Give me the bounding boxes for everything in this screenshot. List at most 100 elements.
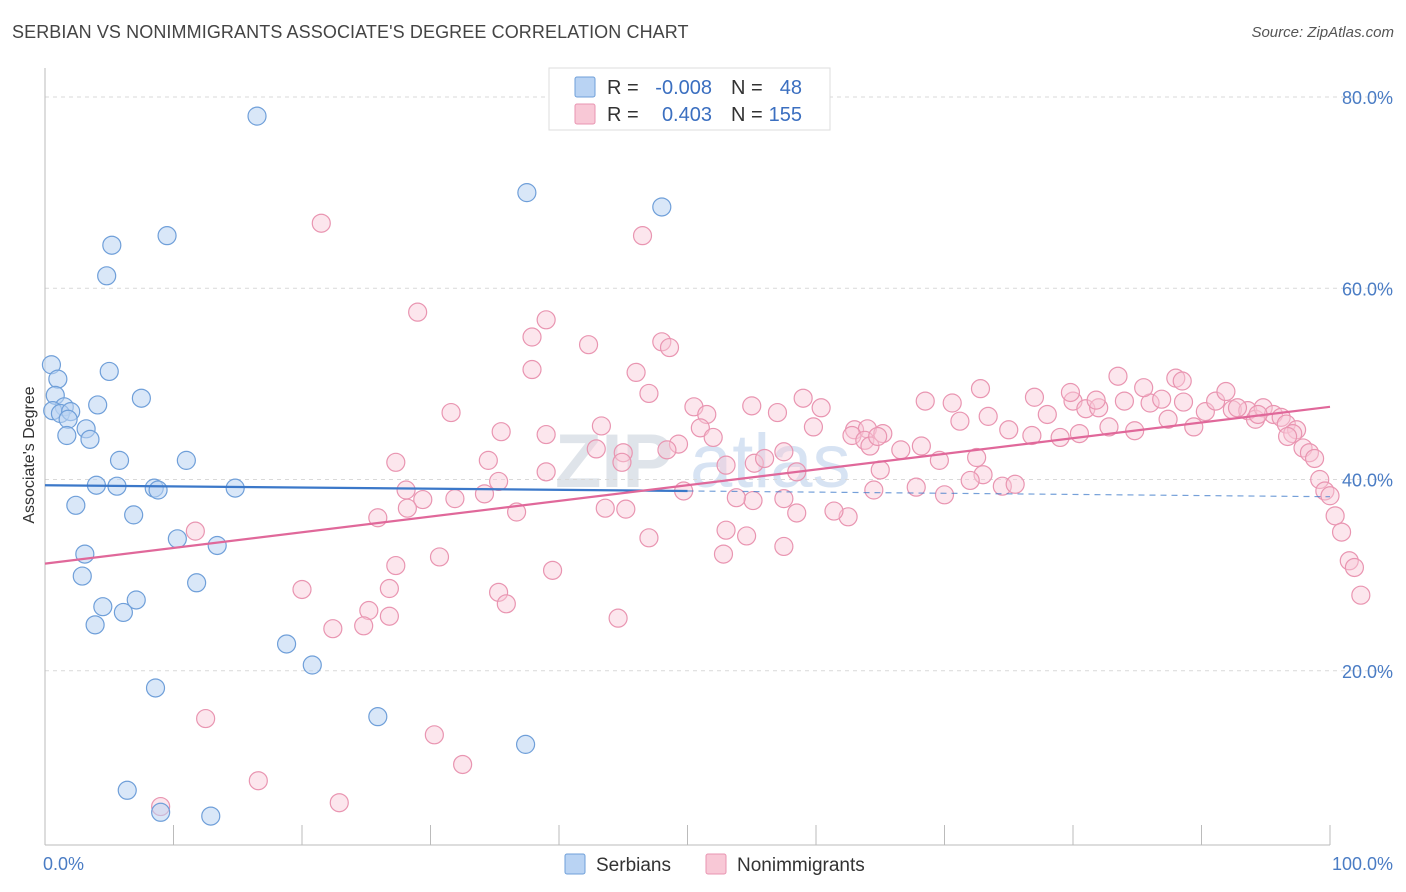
nonimmigrants-point <box>496 594 516 614</box>
serbians-point <box>113 602 133 623</box>
serbians-point <box>148 480 168 500</box>
nonimmigrants-point <box>1114 391 1135 411</box>
nonimmigrants-point <box>915 391 935 411</box>
serbians-point <box>145 678 166 698</box>
nonimmigrants-point <box>1195 402 1215 422</box>
nonimmigrants-point <box>1344 557 1365 578</box>
nonimmigrants-point <box>652 332 672 352</box>
nonimmigrants-point <box>1277 426 1298 447</box>
bottom-legend-label-serbians: Serbians <box>596 855 671 876</box>
x-tick-label-max: 100.0% <box>1332 854 1393 874</box>
nonimmigrants-point <box>612 452 632 472</box>
nonimmigrants-point <box>1099 417 1119 437</box>
nonimmigrants-point <box>864 480 884 500</box>
legend-n-value-serbians: 48 <box>780 77 802 99</box>
serbians-point <box>201 806 221 826</box>
serbians-point <box>126 590 146 610</box>
nonimmigrants-point <box>536 424 556 445</box>
nonimmigrants-point <box>595 498 615 518</box>
bottom-legend-swatch-nonimmigrants <box>705 853 727 875</box>
nonimmigrants-point <box>1060 382 1081 403</box>
nonimmigrants-point <box>522 327 542 347</box>
serbians-point <box>124 505 144 525</box>
nonimmigrants-point <box>292 579 312 600</box>
nonimmigrants-point <box>742 396 762 416</box>
nonimmigrants-point <box>911 436 931 456</box>
serbians-point <box>97 266 117 286</box>
nonimmigrants-point <box>774 442 794 462</box>
serbians-point <box>176 450 196 470</box>
y-tick-labels: 20.0% 40.0% 60.0% 80.0% <box>1342 88 1393 682</box>
nonimmigrants-point <box>1069 424 1090 444</box>
nonimmigrants-point <box>1351 585 1371 605</box>
nonimmigrants-point <box>613 443 633 463</box>
nonimmigrants-points <box>151 213 1371 817</box>
serbians-point <box>88 395 108 415</box>
nonimmigrants-point <box>408 302 428 322</box>
nonimmigrants-point <box>659 337 680 358</box>
nonimmigrants-point <box>323 619 343 639</box>
legend-r-label-nonimmigrants: R = <box>607 104 639 126</box>
series-legend: Serbians Nonimmigrants <box>564 853 865 876</box>
nonimmigrants-point <box>855 430 875 450</box>
nonimmigrants-point <box>478 450 498 470</box>
nonimmigrants-point <box>639 383 659 404</box>
nonimmigrants-point <box>793 388 813 408</box>
serbians-point <box>515 734 536 754</box>
serbians-point <box>48 369 68 389</box>
nonimmigrants-point <box>185 521 205 541</box>
legend-n-value-nonimmigrants: 155 <box>769 104 802 126</box>
serbians-point <box>72 566 92 586</box>
legend-r-value-nonimmigrants: 0.403 <box>662 104 712 126</box>
serbians-point <box>117 780 137 800</box>
nonimmigrants-point <box>591 416 612 436</box>
nonimmigrants-point <box>860 436 880 456</box>
nonimmigrants-point <box>429 547 450 567</box>
nonimmigrants-point <box>396 480 416 500</box>
serbians-trend-extension <box>687 490 1331 498</box>
serbians-point <box>302 655 322 675</box>
nonimmigrants-point <box>1108 366 1128 386</box>
nonimmigrants-point <box>329 793 349 813</box>
nonimmigrants-point <box>906 477 926 497</box>
legend-r-label-serbians: R = <box>607 77 639 99</box>
nonimmigrants-point <box>586 439 606 459</box>
y-axis-label: Associate's Degree <box>21 386 38 523</box>
nonimmigrants-point <box>626 362 646 382</box>
nonimmigrants-point <box>1050 427 1070 448</box>
serbians-point <box>85 615 105 635</box>
chart-title: SERBIAN VS NONIMMIGRANTS ASSOCIATE'S DEG… <box>12 22 689 42</box>
nonimmigrants-point <box>967 447 987 468</box>
nonimmigrants-point <box>716 520 736 540</box>
nonimmigrants-point <box>657 440 677 460</box>
nonimmigrants-point <box>1216 381 1236 402</box>
nonimmigrants-point <box>386 555 406 576</box>
serbians-point <box>276 634 297 654</box>
nonimmigrants-point <box>522 359 542 380</box>
y-tick-label-60: 60.0% <box>1342 279 1393 299</box>
nonimmigrants-point <box>1134 378 1154 398</box>
watermark-atlas: atlas <box>690 419 851 504</box>
nonimmigrants-point <box>873 424 893 444</box>
nonimmigrants-trend-line <box>44 405 1331 565</box>
nonimmigrants-point <box>453 754 473 775</box>
nonimmigrants-point <box>1022 425 1042 446</box>
bottom-legend-swatch-serbians <box>564 853 586 875</box>
nonimmigrants-point <box>1005 474 1025 494</box>
nonimmigrants-point <box>1158 409 1178 429</box>
serbians-point <box>247 106 267 126</box>
nonimmigrants-point <box>359 600 379 621</box>
nonimmigrants-point <box>354 616 374 636</box>
nonimmigrants-point <box>248 771 268 791</box>
nonimmigrants-point <box>379 606 399 626</box>
nonimmigrants-point <box>578 335 599 355</box>
nonimmigrants-point <box>608 608 628 628</box>
nonimmigrants-point <box>744 453 764 473</box>
y-tick-label-80: 80.0% <box>1342 88 1393 108</box>
serbians-point <box>57 425 77 446</box>
nonimmigrants-point <box>1152 389 1172 409</box>
nonimmigrants-point <box>1320 486 1340 506</box>
legend-swatch-serbians <box>574 76 596 98</box>
nonimmigrants-point <box>726 488 746 508</box>
nonimmigrants-point <box>743 490 763 511</box>
